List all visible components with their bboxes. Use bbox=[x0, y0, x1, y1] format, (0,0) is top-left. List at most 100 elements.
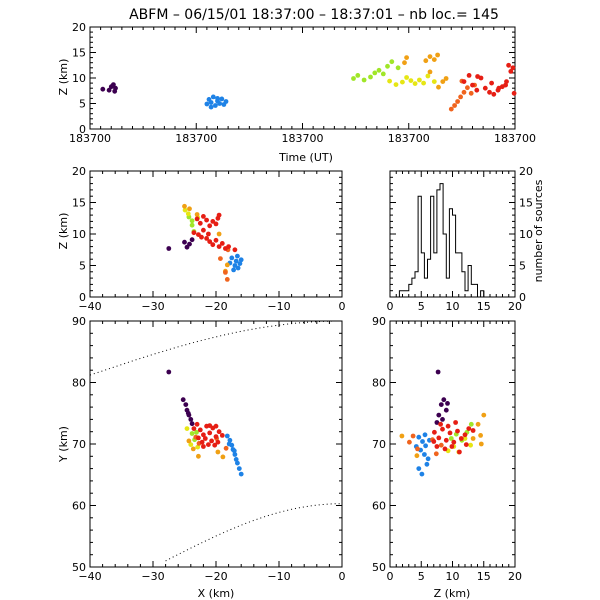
time_z-x-tick-label: 183700 bbox=[494, 132, 536, 145]
x_y-y-tick-label: 50 bbox=[72, 561, 86, 574]
x_y-point bbox=[219, 433, 225, 438]
x_z-point bbox=[224, 262, 230, 268]
time_z-point bbox=[412, 81, 418, 86]
x_z-point bbox=[201, 227, 206, 233]
x_z-x-tick-label: −40 bbox=[78, 300, 101, 313]
time_z-point bbox=[421, 80, 426, 86]
time_z-point bbox=[510, 65, 516, 71]
z_y-point bbox=[434, 420, 440, 425]
time_z-point bbox=[487, 89, 492, 95]
time_z-point bbox=[219, 96, 225, 102]
z_y-point bbox=[438, 421, 443, 427]
z_y-point bbox=[445, 423, 451, 429]
time_z-point bbox=[417, 77, 422, 83]
time_z-point bbox=[423, 58, 429, 64]
time_z-point bbox=[408, 78, 414, 83]
z_y-point bbox=[423, 443, 428, 449]
z_y-point bbox=[419, 471, 425, 477]
time_z-y-tick-label: 10 bbox=[72, 72, 86, 85]
x_y-point bbox=[166, 369, 172, 375]
z_y-point bbox=[466, 426, 472, 431]
x_y-point bbox=[189, 431, 195, 436]
x_z-point bbox=[204, 217, 210, 223]
time_z-point bbox=[208, 104, 214, 110]
time_z-point bbox=[435, 52, 440, 58]
time_z-point bbox=[395, 65, 401, 71]
time_z-y-tick-label: 20 bbox=[72, 21, 86, 34]
z_y-point bbox=[443, 437, 449, 443]
x_y-y-tick-label: 80 bbox=[72, 377, 86, 390]
x_y-point bbox=[220, 454, 226, 460]
time_z-point bbox=[355, 73, 361, 78]
x_y-point bbox=[185, 410, 191, 416]
z_y-point bbox=[470, 436, 476, 441]
x_z-x-tick-label: −10 bbox=[267, 300, 290, 313]
z_y-point bbox=[420, 439, 425, 444]
x_y-point bbox=[216, 429, 222, 435]
x_y-point bbox=[196, 435, 201, 441]
x_y-point bbox=[227, 437, 233, 443]
x_z-point bbox=[219, 241, 225, 246]
z_y-point bbox=[478, 433, 483, 438]
time_z-point bbox=[506, 62, 511, 68]
z_y-x-tick-label: 20 bbox=[508, 570, 522, 583]
time_z-point bbox=[100, 86, 106, 92]
time_z-point bbox=[389, 59, 395, 65]
time_z-point bbox=[443, 76, 449, 81]
z_y-point bbox=[448, 436, 454, 441]
x_y-x-tick-label: −20 bbox=[204, 570, 227, 583]
z_y-point bbox=[455, 428, 460, 434]
z_y-point bbox=[432, 429, 437, 435]
x_z-point bbox=[237, 261, 243, 266]
x_y-point bbox=[206, 442, 211, 447]
time_z-point bbox=[436, 84, 441, 90]
hist-y-tick-label: 0 bbox=[519, 291, 526, 304]
x_z-y-tick-label: 15 bbox=[72, 197, 86, 210]
x_y-point bbox=[235, 460, 240, 466]
z_y-point bbox=[470, 428, 476, 433]
time_z-point bbox=[455, 99, 460, 104]
hist-x-tick-label: 20 bbox=[508, 300, 522, 313]
x-altitude-panel: Z (km) −40 −30 −20 −10 0 0 5 10 15 20 bbox=[57, 165, 346, 313]
x_z-point bbox=[206, 231, 211, 237]
range-ring-outer bbox=[89, 320, 342, 376]
time-altitude-panel: Time (UT) Z (km) 183700 183700 183700 18370… bbox=[57, 21, 536, 164]
time_z-point bbox=[351, 76, 356, 81]
z_y-point bbox=[436, 435, 442, 441]
x_z-x-tick-label: −30 bbox=[141, 300, 164, 313]
z_y-point bbox=[443, 407, 449, 413]
z_y-y-tick-label: 80 bbox=[372, 377, 386, 390]
x_y-point bbox=[213, 423, 219, 429]
x_y-y-tick-label: 70 bbox=[72, 438, 86, 451]
x_y-point bbox=[236, 466, 242, 471]
time_z-point bbox=[427, 54, 433, 59]
time_z-point bbox=[404, 55, 409, 60]
time_z-point bbox=[210, 94, 216, 100]
z_y-y-tick-label: 60 bbox=[372, 500, 386, 513]
x_y-point bbox=[226, 441, 232, 447]
x_y-point bbox=[190, 446, 196, 452]
z_y-point bbox=[475, 421, 481, 427]
x_y-point bbox=[195, 444, 201, 450]
time_z-point bbox=[448, 106, 454, 112]
x_y-y-tick-label: 60 bbox=[72, 500, 86, 513]
time_z-point bbox=[106, 87, 112, 93]
time_z-point bbox=[361, 77, 367, 83]
time_z-point bbox=[470, 82, 475, 88]
x_z-point bbox=[231, 267, 237, 273]
z_y-point bbox=[415, 446, 420, 452]
z_y-point bbox=[431, 439, 437, 444]
x_y-point bbox=[224, 433, 230, 439]
x_z-y-tick-label: 0 bbox=[79, 291, 86, 304]
y-km-axis-label: Y (km) bbox=[57, 426, 70, 463]
x_y-point bbox=[207, 423, 213, 428]
time_z-point bbox=[474, 87, 480, 93]
z_y-point bbox=[438, 402, 444, 407]
z_y-x-tick-label: 15 bbox=[477, 570, 491, 583]
z_y-point bbox=[416, 466, 422, 471]
x_y-point bbox=[213, 434, 219, 439]
x_y-point bbox=[209, 438, 215, 444]
z_y-x-tick-label: 5 bbox=[418, 570, 425, 583]
z_y-point bbox=[478, 441, 484, 447]
